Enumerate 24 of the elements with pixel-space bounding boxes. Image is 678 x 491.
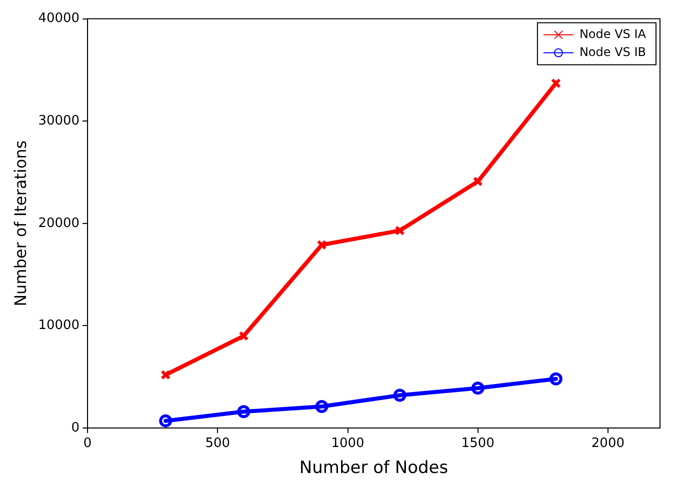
legend-label: Node VS IA	[579, 26, 647, 41]
legend-label: Node VS IB	[579, 44, 646, 59]
y-tick-label: 40000	[38, 11, 80, 26]
y-tick-label: 10000	[38, 318, 80, 334]
x-tick-label: 500	[205, 436, 230, 452]
point	[549, 372, 562, 386]
x-tick-label: 2000	[591, 436, 625, 452]
point	[393, 388, 406, 402]
y-tick-label: 30000	[38, 113, 80, 128]
y-axis-title: Number of Iterations	[10, 140, 30, 306]
y-tick-label: 20000	[38, 216, 80, 231]
x-tick-label: 0	[83, 436, 92, 452]
point	[472, 176, 483, 186]
point	[394, 226, 405, 236]
x-tick-label: 1500	[461, 436, 494, 452]
point	[238, 330, 249, 341]
y-tick-label: 0	[71, 420, 80, 436]
point	[159, 414, 172, 428]
point	[315, 400, 328, 414]
point	[471, 382, 484, 395]
point	[237, 405, 250, 418]
x-tick-label: 1000	[331, 436, 364, 452]
point	[316, 240, 327, 250]
x-axis-title: Number of Nodes	[299, 458, 448, 478]
